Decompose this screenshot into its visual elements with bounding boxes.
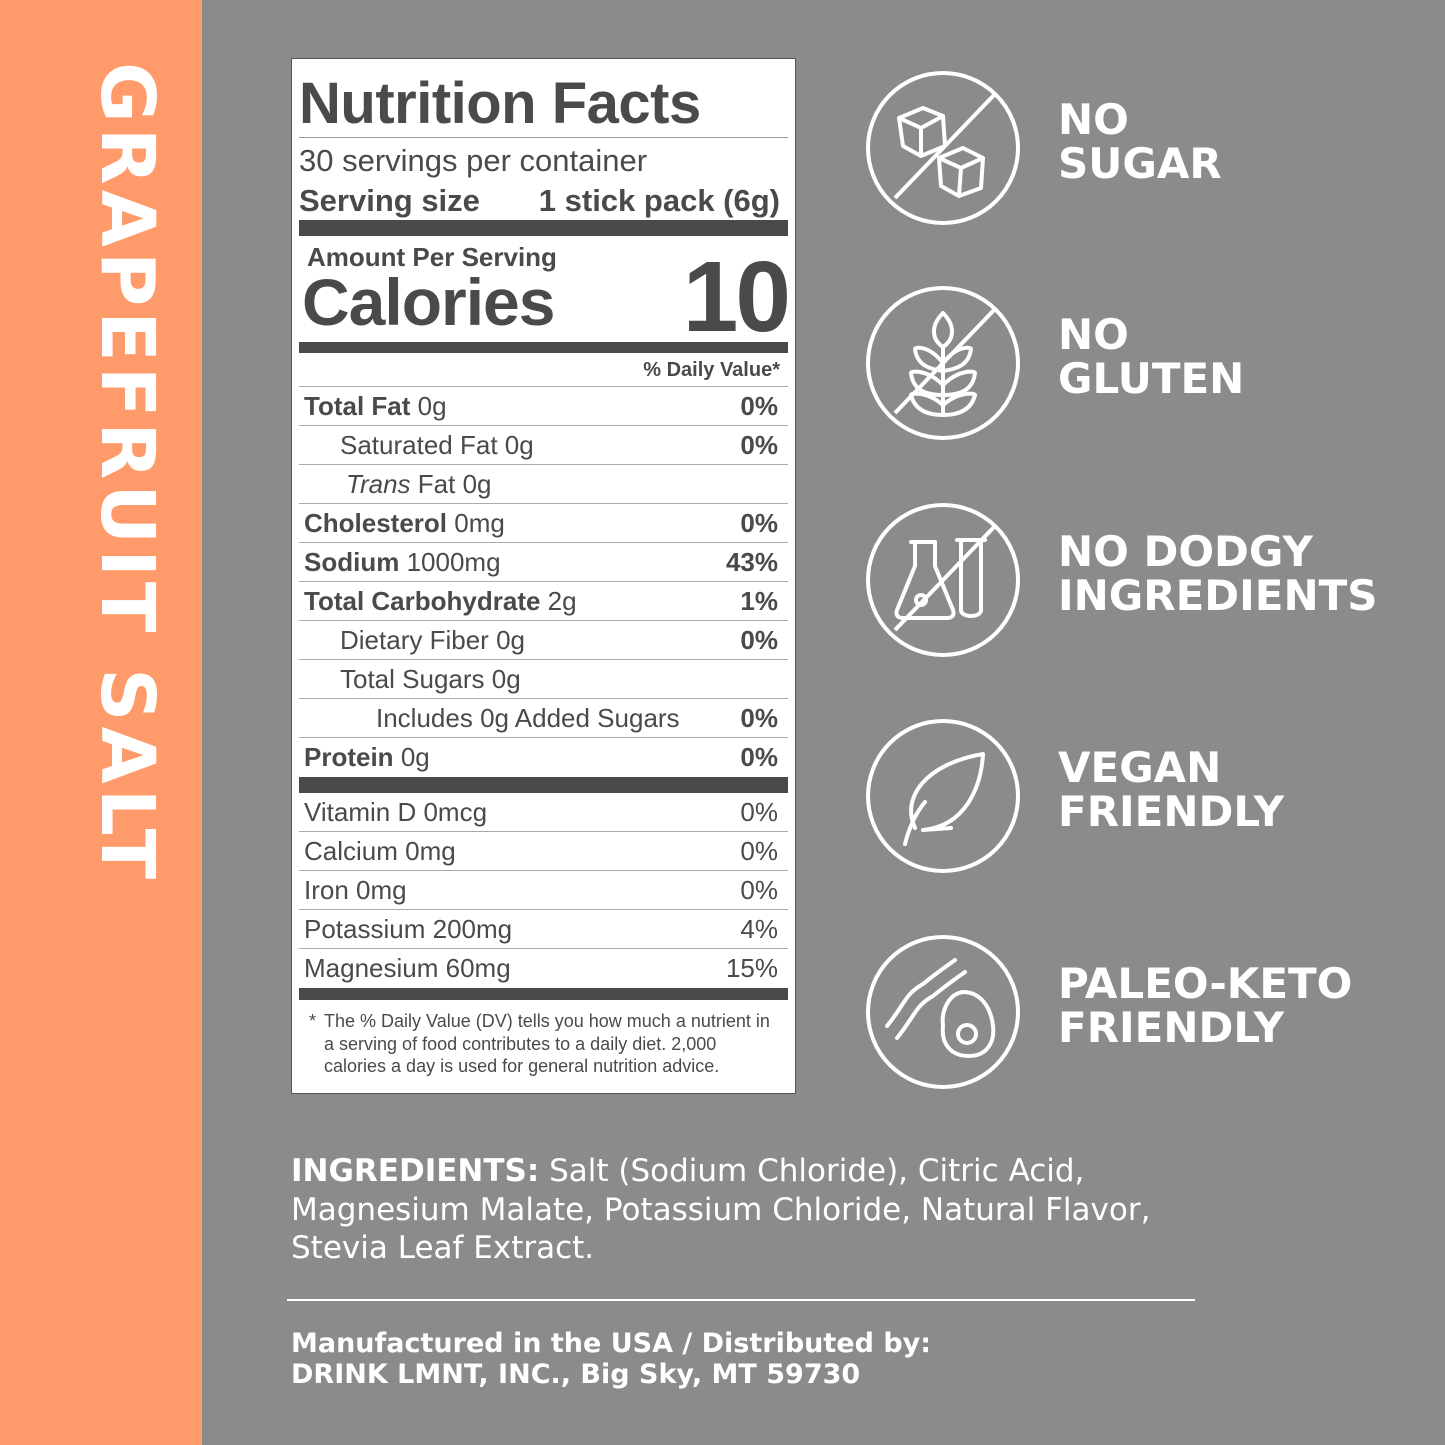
nutrition-title: Nutrition Facts (299, 73, 788, 138)
nutrient-row: Cholesterol 0mg 0% (299, 504, 788, 543)
claim-label: VEGAN FRIENDLY (1058, 743, 1284, 836)
nutrition-facts-label: Nutrition Facts 30 servings per containe… (291, 58, 796, 1094)
manufacturer-info: Manufactured in the USA / Distributed by… (291, 1328, 931, 1390)
divider-thick (299, 988, 788, 1000)
nutrient-dv: 0% (740, 390, 778, 421)
calories-label: Calories (302, 265, 555, 339)
nutrient-name: Trans Fat 0g (346, 468, 492, 499)
nutrient-row: Trans Fat 0g (299, 465, 788, 504)
vitamin-name: Magnesium 60mg (304, 953, 511, 983)
divider-thick (299, 220, 788, 236)
claim-label: NO GLUTEN (1058, 310, 1245, 403)
vitamin-name: Calcium 0mg (304, 835, 456, 866)
nutrient-row: Total Carbohydrate 2g 1% (299, 582, 788, 621)
claim-label: PALEO-KETO FRIENDLY (1058, 959, 1353, 1052)
no-chemicals-flask-icon (865, 502, 1021, 658)
ingredients-text: Salt (Sodium Chloride), Citric Acid, Mag… (291, 1153, 1151, 1266)
manufacturer-line1: Manufactured in the USA / Distributed by… (291, 1328, 932, 1359)
amount-per-serving: Amount Per Serving (307, 242, 557, 272)
nutrient-dv: 0% (740, 702, 778, 733)
nutrient-name: Includes 0g Added Sugars (376, 702, 680, 733)
no-gluten-wheat-icon (865, 285, 1021, 441)
vitamin-row: Potassium 200mg 4% (299, 910, 788, 949)
no-sugar-cubes-icon (865, 70, 1021, 226)
vitamin-row: Vitamin D 0mcg 0% (299, 793, 788, 832)
vitamin-dv: 4% (740, 913, 778, 944)
vitamin-dv: 15% (725, 953, 778, 983)
nutrient-name: Protein 0g (304, 742, 430, 772)
nutrient-name: Sodium 1000mg (304, 546, 501, 577)
nutrient-name: Total Fat 0g (304, 390, 447, 421)
vitamin-rows: Vitamin D 0mcg 0% Calcium 0mg 0% Iron 0mg 0% P… (299, 793, 788, 988)
divider (287, 1299, 1195, 1301)
claim-label: NO DODGY INGREDIENTS (1058, 527, 1378, 620)
nutrient-name: Saturated Fat 0g (340, 429, 534, 460)
ingredients: INGREDIENTS: Salt (Sodium Chloride), Cit… (291, 1152, 1191, 1268)
nutrient-row: Total Sugars 0g (299, 660, 788, 699)
calories-value: 10 (682, 241, 791, 353)
nutrient-dv: 0% (740, 742, 778, 772)
vitamin-dv: 0% (740, 835, 778, 866)
vitamin-name: Iron 0mg (304, 874, 407, 905)
nutrient-dv: 0% (740, 429, 778, 460)
footnote-star: * (309, 1011, 317, 1031)
vitamin-name: Vitamin D 0mcg (304, 796, 488, 827)
nutrient-name: Total Sugars 0g (340, 663, 521, 694)
nutrient-row: Dietary Fiber 0g 0% (299, 621, 788, 660)
vitamin-dv: 0% (740, 796, 778, 827)
footnote: * The % Daily Value (DV) tells you how m… (299, 1000, 788, 1078)
nutrient-dv: 1% (740, 585, 778, 616)
serving-size-label: Serving size (299, 183, 480, 218)
nutrient-row: Includes 0g Added Sugars 0% (299, 699, 788, 738)
vitamin-dv: 0% (740, 874, 778, 905)
serving-size: Serving size 1 stick pack (6g) (299, 182, 788, 220)
flavor-name: GRAPEFRUIT SALT (84, 62, 170, 885)
servings-per-container: 30 servings per container (299, 143, 648, 178)
nutrient-name: Dietary Fiber 0g (340, 624, 525, 655)
nutrient-row: Saturated Fat 0g 0% (299, 426, 788, 465)
claim-label: NO SUGAR (1058, 95, 1222, 188)
nutrient-rows: Total Fat 0g 0% Saturated Fat 0g 0% Trans Fa… (299, 387, 788, 777)
ingredients-label: INGREDIENTS: (291, 1153, 540, 1189)
nutrient-row: Protein 0g 0% (299, 738, 788, 777)
vitamin-row: Magnesium 60mg 15% (299, 949, 788, 988)
nutrient-name: Total Carbohydrate 2g (304, 585, 577, 616)
leaf-icon (865, 718, 1021, 874)
divider-medium (299, 342, 788, 353)
footnote-text: The % Daily Value (DV) tells you how muc… (324, 1011, 770, 1076)
serving-size-value: 1 stick pack (6g) (538, 183, 780, 218)
nutrient-dv: 0% (740, 624, 778, 655)
flavor-strip: GRAPEFRUIT SALT (0, 0, 202, 1445)
vitamin-name: Potassium 200mg (304, 913, 513, 944)
nutrient-name: Cholesterol 0mg (304, 507, 505, 538)
nutrient-row: Total Fat 0g 0% (299, 387, 788, 426)
nutrient-dv: 43% (725, 546, 778, 577)
vitamin-row: Iron 0mg 0% (299, 871, 788, 910)
manufacturer-line2: DRINK LMNT, INC., Big Sky, MT 59730 (291, 1359, 861, 1390)
daily-value-header: % Daily Value* (299, 353, 788, 387)
vitamin-row: Calcium 0mg 0% (299, 832, 788, 871)
calories-block: Amount Per Serving Calories 10 (299, 236, 791, 353)
nutrient-dv: 0% (740, 507, 778, 538)
divider-thick (299, 777, 788, 793)
nutrient-row: Sodium 1000mg 43% (299, 543, 788, 582)
bacon-avocado-icon (865, 934, 1021, 1090)
